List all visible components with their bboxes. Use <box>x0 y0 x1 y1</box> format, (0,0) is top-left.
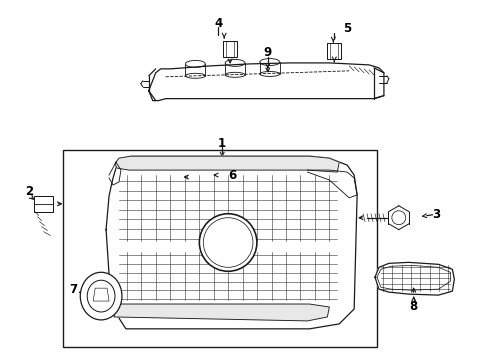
Bar <box>223 41 237 57</box>
Text: 3: 3 <box>431 208 440 221</box>
Text: 1: 1 <box>218 137 226 150</box>
Polygon shape <box>115 156 339 172</box>
Ellipse shape <box>80 272 122 320</box>
Text: 9: 9 <box>263 46 271 59</box>
Text: 6: 6 <box>227 168 236 181</box>
Polygon shape <box>114 304 328 321</box>
Polygon shape <box>374 262 453 295</box>
Text: 7: 7 <box>69 283 77 296</box>
Polygon shape <box>106 156 356 329</box>
Ellipse shape <box>199 214 256 271</box>
Text: 8: 8 <box>409 300 417 312</box>
Text: 2: 2 <box>25 185 34 198</box>
Text: 4: 4 <box>214 17 222 30</box>
Bar <box>34 196 53 212</box>
Text: 5: 5 <box>343 22 350 35</box>
Bar <box>326 43 341 59</box>
Bar <box>63 150 376 347</box>
